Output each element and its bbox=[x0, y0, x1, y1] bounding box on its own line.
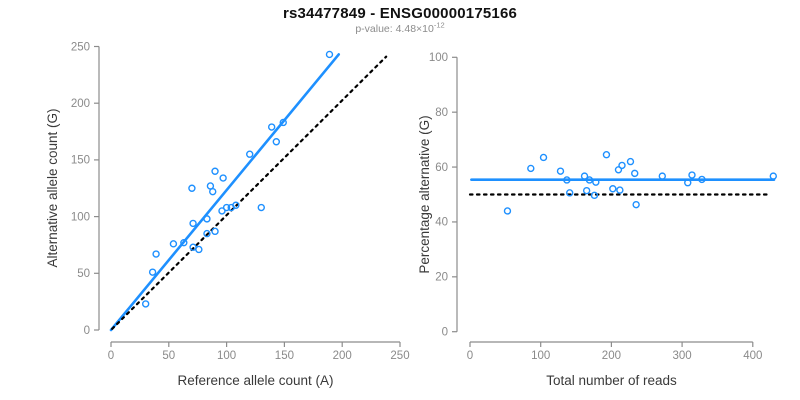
x-tick-label: 50 bbox=[162, 350, 175, 362]
x-tick-label: 0 bbox=[108, 350, 114, 362]
x-tick-label: 0 bbox=[467, 350, 473, 362]
data-point bbox=[218, 207, 226, 215]
y-tick-label: 100 bbox=[429, 52, 448, 64]
x-axis-title: Total number of reads bbox=[546, 373, 677, 388]
y-tick-label: 60 bbox=[435, 162, 448, 174]
data-point bbox=[632, 200, 640, 209]
data-point bbox=[684, 179, 692, 187]
data-point bbox=[325, 50, 334, 59]
data-point bbox=[246, 150, 254, 158]
x-axis-title: Reference allele count (A) bbox=[177, 373, 333, 388]
data-point bbox=[203, 229, 211, 238]
x-tick-label: 200 bbox=[602, 350, 621, 362]
x-tick-label: 100 bbox=[217, 350, 236, 362]
data-point bbox=[189, 219, 197, 228]
data-point bbox=[152, 250, 160, 258]
data-point bbox=[141, 300, 150, 308]
data-point bbox=[188, 184, 196, 192]
pvalue-mantissa: 4.48×10 bbox=[395, 23, 434, 35]
data-point bbox=[211, 227, 219, 236]
y-tick-label: 40 bbox=[435, 217, 448, 229]
x-tick-label: 400 bbox=[743, 350, 762, 362]
data-point bbox=[631, 169, 639, 178]
data-point bbox=[211, 167, 219, 175]
data-point bbox=[698, 175, 706, 184]
data-point bbox=[257, 203, 265, 212]
data-point bbox=[590, 191, 599, 200]
data-point bbox=[209, 187, 217, 196]
data-point bbox=[616, 186, 624, 194]
data-point bbox=[503, 207, 512, 215]
y-axis-title: Alternative allele count (G) bbox=[45, 108, 60, 267]
data-point bbox=[769, 172, 777, 180]
figure-subtitle: p-value: 4.48×10-12 bbox=[0, 20, 800, 35]
data-point bbox=[267, 123, 276, 131]
y-axis-title: Percentage alternative (G) bbox=[417, 115, 432, 273]
data-point bbox=[565, 189, 574, 197]
data-point bbox=[222, 203, 231, 212]
x-tick-label: 250 bbox=[390, 350, 409, 362]
y-tick-label: 100 bbox=[71, 211, 90, 223]
x-tick-label: 200 bbox=[333, 350, 352, 362]
data-point bbox=[169, 240, 178, 248]
y-tick-label: 250 bbox=[71, 41, 90, 53]
y-tick-label: 200 bbox=[71, 98, 90, 110]
data-point bbox=[148, 268, 157, 276]
data-point bbox=[556, 167, 565, 175]
data-point bbox=[272, 138, 281, 146]
data-point bbox=[592, 178, 600, 186]
figure-title: rs34477849 - ENSG00000175166 bbox=[282, 5, 518, 22]
regression-fit-line bbox=[109, 53, 341, 332]
data-point bbox=[614, 166, 623, 174]
y-tick-label: 0 bbox=[442, 327, 448, 339]
data-point bbox=[180, 238, 188, 247]
x-tick-label: 150 bbox=[275, 350, 294, 362]
y-tick-label: 20 bbox=[435, 272, 448, 284]
data-point bbox=[658, 172, 666, 180]
data-point bbox=[618, 161, 626, 170]
data-point bbox=[527, 164, 535, 173]
data-point bbox=[580, 172, 589, 180]
data-point bbox=[585, 176, 594, 184]
y-tick-label: 0 bbox=[84, 325, 90, 337]
data-point bbox=[582, 186, 591, 195]
y-tick-label: 50 bbox=[77, 268, 90, 280]
data-point bbox=[539, 153, 548, 162]
identity-1to1-line bbox=[111, 55, 388, 330]
x-tick-label: 300 bbox=[672, 350, 691, 362]
x-tick-label: 100 bbox=[531, 350, 550, 362]
data-point bbox=[203, 215, 211, 223]
data-point bbox=[279, 118, 287, 127]
y-tick-label: 150 bbox=[71, 155, 90, 167]
data-point bbox=[626, 157, 635, 166]
data-point bbox=[602, 151, 611, 159]
data-point bbox=[688, 171, 696, 179]
pvalue-prefix: p-value: bbox=[355, 23, 396, 35]
data-point bbox=[219, 174, 227, 182]
data-point bbox=[609, 185, 617, 193]
pvalue-exponent: -12 bbox=[433, 20, 445, 30]
data-point bbox=[195, 245, 203, 254]
data-point bbox=[232, 201, 240, 209]
data-point bbox=[563, 176, 571, 184]
y-tick-label: 80 bbox=[435, 107, 448, 119]
